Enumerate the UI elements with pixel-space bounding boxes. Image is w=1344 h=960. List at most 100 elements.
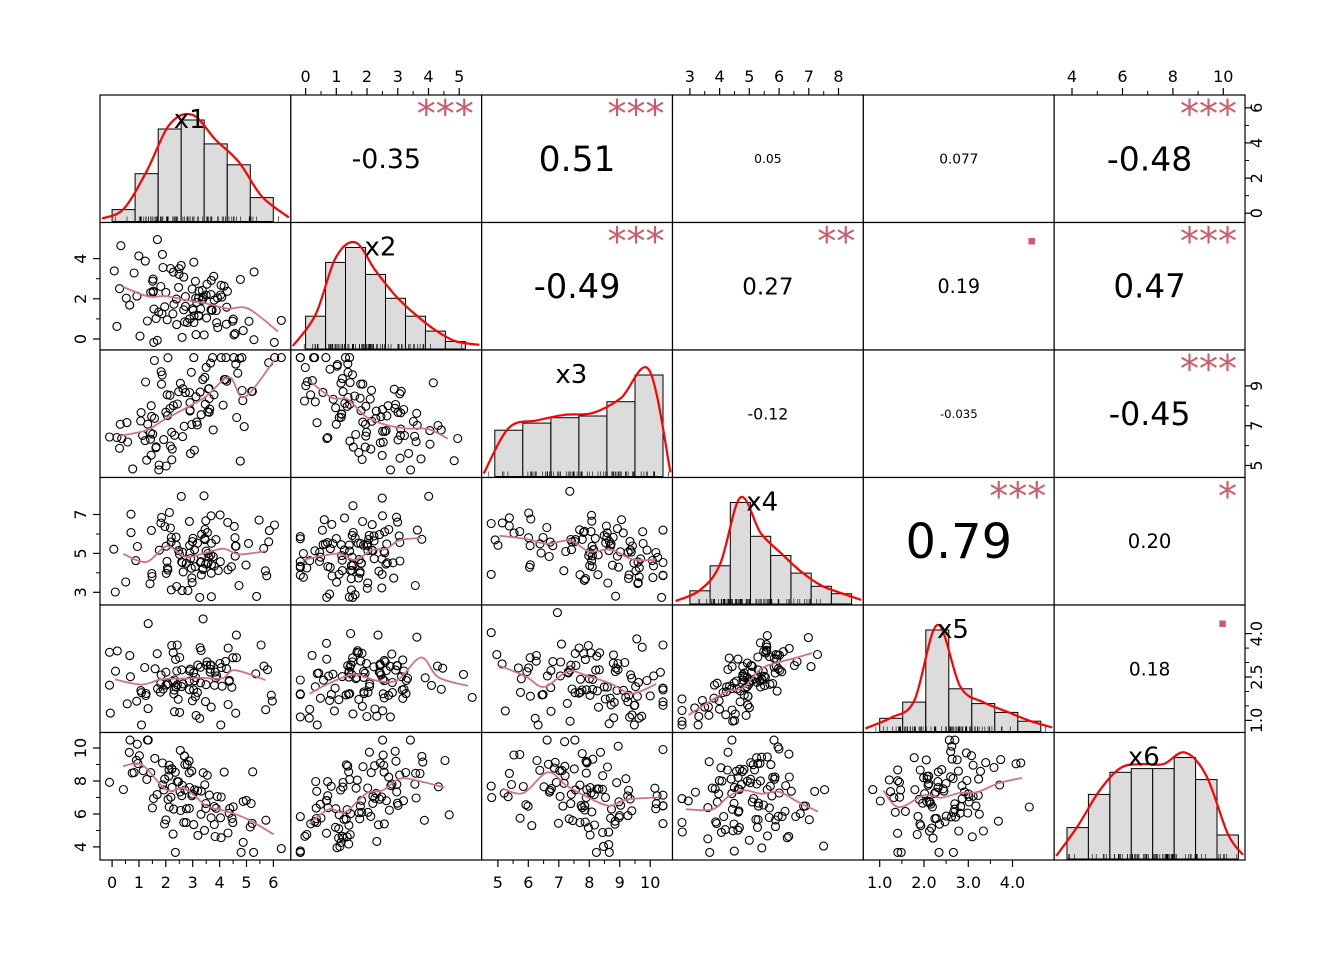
- scatter-point: [893, 847, 903, 857]
- scatter-point: [728, 826, 738, 836]
- scatter-point: [234, 353, 245, 364]
- scatter-point: [348, 501, 358, 511]
- scatter-point: [575, 674, 586, 684]
- scatter-point: [636, 554, 646, 564]
- scatter-point: [538, 532, 548, 543]
- scatter-point: [900, 806, 910, 816]
- scatter-point: [167, 640, 177, 651]
- scatter-point: [209, 561, 219, 571]
- scatter-point: [677, 720, 687, 730]
- scatter-point: [653, 552, 663, 562]
- scatter-point: [249, 847, 259, 857]
- scatter-point: [209, 295, 219, 305]
- scatter-point: [705, 847, 715, 857]
- top-axis-label: 7: [804, 67, 814, 86]
- scatter-point: [606, 813, 616, 823]
- scatter-point: [566, 534, 576, 545]
- scatter-point: [417, 751, 427, 761]
- scatter-point: [150, 753, 160, 763]
- scatter-point: [321, 638, 332, 648]
- scatter-point: [533, 720, 543, 730]
- scatter-point: [140, 436, 150, 446]
- scatter-point: [729, 782, 739, 793]
- scatter-point: [178, 384, 188, 394]
- scatter-point: [594, 665, 604, 675]
- scatter-point: [165, 390, 175, 400]
- scatter-point: [946, 772, 956, 782]
- left-axis-label: 10: [71, 738, 90, 758]
- scatter-point: [744, 703, 754, 713]
- histogram-bar: [1109, 771, 1132, 860]
- scatter-point: [341, 690, 351, 700]
- smooth-line: [303, 536, 421, 561]
- scatter-point: [609, 697, 619, 707]
- scatter-point: [777, 667, 787, 677]
- scatter-point: [187, 578, 197, 588]
- scatter-point: [244, 316, 254, 326]
- variable-label: x4: [746, 488, 778, 518]
- scatter-point: [364, 530, 374, 540]
- scatter-point: [438, 663, 448, 673]
- scatter-point: [193, 660, 203, 670]
- scatter-point: [317, 525, 327, 535]
- scatter-point: [109, 544, 119, 554]
- scatter-point: [658, 683, 668, 693]
- scatter-point: [782, 833, 792, 843]
- scatter-point: [426, 680, 437, 690]
- scatter-point: [804, 815, 814, 825]
- scatter-point: [114, 443, 125, 453]
- scatter-point: [176, 491, 186, 501]
- scatter-point: [162, 315, 172, 325]
- scatter-point: [634, 713, 644, 723]
- scatter-point: [624, 690, 634, 700]
- scatter-point: [518, 781, 528, 792]
- scatter-point: [125, 300, 135, 310]
- scatter-point: [975, 766, 986, 776]
- scatter-point: [180, 301, 190, 311]
- scatter-point: [158, 780, 168, 790]
- panel-cell: [99, 349, 292, 479]
- scatter-point: [232, 412, 242, 423]
- smooth-line: [308, 379, 449, 440]
- scatter-point: [586, 527, 596, 537]
- scatter-point: [379, 819, 389, 829]
- scatter-point: [323, 433, 333, 443]
- scatter-point: [229, 330, 239, 340]
- scatter-point: [978, 826, 988, 836]
- scatter-point: [612, 778, 622, 788]
- left-axis-label: 0: [71, 334, 90, 344]
- scatter-point: [236, 847, 246, 857]
- scatter-point: [444, 810, 454, 820]
- scatter-point: [175, 652, 185, 663]
- scatter-point: [536, 548, 546, 558]
- scatter-point: [361, 431, 371, 441]
- scatter-point: [159, 435, 169, 445]
- scatter-point: [392, 661, 403, 671]
- right-axis-label: 2.5: [1247, 664, 1266, 689]
- scatter-point: [206, 290, 216, 300]
- scatter-point: [337, 409, 347, 419]
- scatter-point: [300, 831, 310, 841]
- scatter-point: [599, 531, 609, 541]
- scatter-point: [629, 720, 639, 730]
- scatter-point: [168, 267, 179, 277]
- scatter-point: [192, 417, 202, 427]
- bottom-axis-label: 7: [554, 873, 564, 892]
- scatter-point: [230, 329, 240, 339]
- scatter-point: [231, 653, 242, 663]
- scatter-point: [642, 675, 652, 686]
- scatter-point: [590, 533, 600, 543]
- scatter-point: [270, 353, 280, 363]
- scatter-point: [784, 831, 794, 841]
- scatter-point: [136, 408, 146, 418]
- panel-cell: [481, 604, 674, 734]
- histogram-bar: [522, 422, 552, 478]
- scatter-point: [367, 520, 377, 530]
- scatter-point: [363, 807, 373, 817]
- scatter-point: [948, 773, 958, 784]
- scatter-point: [334, 833, 344, 843]
- scatter-point: [620, 657, 630, 668]
- smooth-line: [502, 771, 660, 807]
- scatter-point: [559, 778, 569, 788]
- scatter-point: [213, 323, 223, 333]
